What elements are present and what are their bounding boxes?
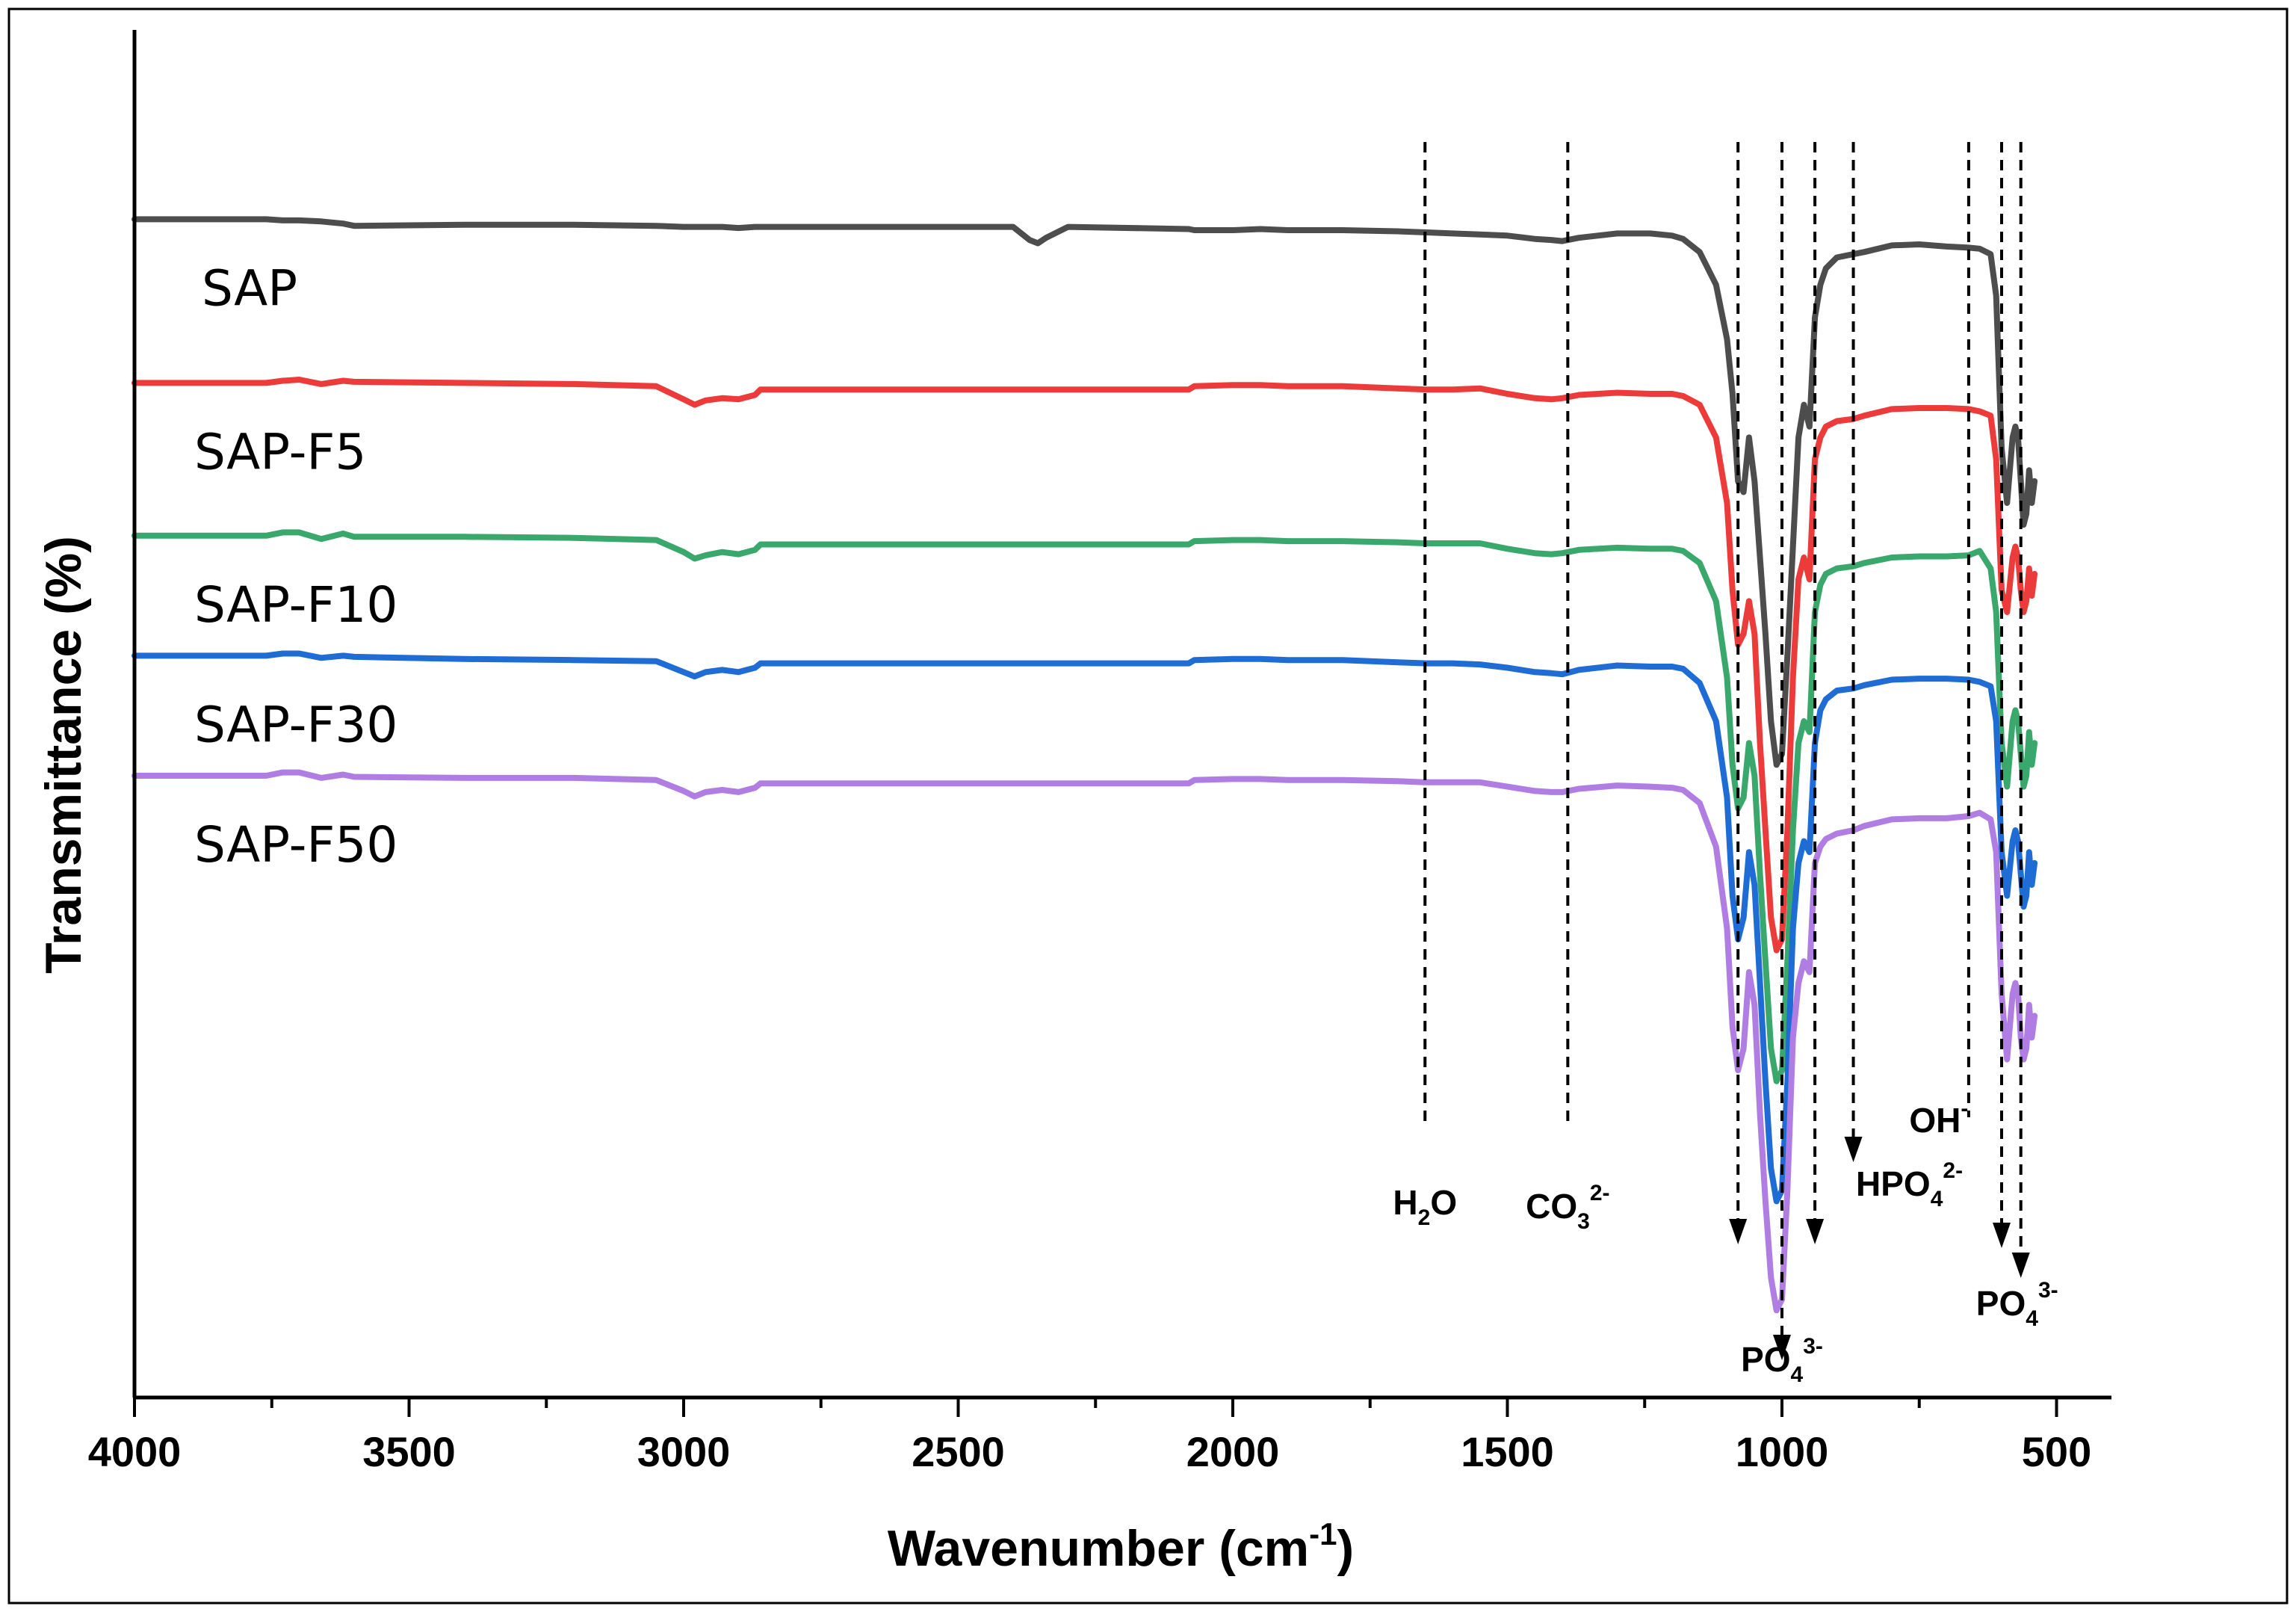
series-line-sap-f5	[131, 377, 2038, 954]
x-tick-label: 1000	[1736, 1428, 1829, 1475]
band-label: PO43-	[1976, 1278, 2058, 1331]
x-axis-title-superscript: -1	[1309, 1516, 1337, 1551]
band-arrow	[1806, 1219, 1825, 1244]
x-tick-label: 500	[2022, 1428, 2091, 1475]
band-arrow	[1729, 1219, 1748, 1244]
band-label: H2O	[1393, 1183, 1457, 1230]
series-label: SAP-F50	[194, 816, 397, 874]
series-label: SAP-F30	[194, 696, 397, 753]
series-label: SAP-F5	[194, 423, 366, 481]
band-label: PO43-	[1741, 1334, 1823, 1387]
x-axis-title: Wavenumber (cm-1)	[888, 1516, 1354, 1577]
band-label: OH-	[1909, 1096, 1968, 1140]
x-tick-label: 1500	[1461, 1428, 1554, 1475]
x-axis-title-text: Wavenumber (cm	[888, 1520, 1309, 1577]
series-label: SAP-F10	[194, 576, 397, 634]
x-tick-label: 2500	[912, 1428, 1005, 1475]
x-axis-title-close: )	[1337, 1520, 1355, 1577]
x-tick-label: 3500	[362, 1428, 456, 1475]
x-tick-label: 4000	[88, 1428, 182, 1475]
series-line-sap-f30	[131, 650, 2038, 1205]
x-tick-label: 3000	[637, 1428, 731, 1475]
series-label: SAP	[202, 259, 297, 317]
y-axis-title: Transmittance (%)	[35, 536, 92, 974]
band-markers: H2O CO32- PO43- HPO42- OH- PO43-	[1393, 142, 2058, 1387]
band-arrow	[1993, 1223, 2011, 1248]
series-line-sap-f50	[131, 769, 2038, 1314]
x-tick-label: 2000	[1186, 1428, 1280, 1475]
axes: 4000 3500 3000 2500 2000 1500 1000 500	[88, 30, 2111, 1475]
series-line-sap-f10	[131, 529, 2038, 1084]
band-label: HPO42-	[1856, 1158, 1963, 1211]
band-arrow	[2011, 1253, 2030, 1278]
series-group	[131, 216, 2038, 1314]
figure-frame	[7, 7, 2289, 1605]
band-arrow	[1773, 1335, 1791, 1360]
band-label: CO32-	[1526, 1181, 1609, 1234]
series-labels: SAP SAP-F5 SAP-F10 SAP-F30 SAP-F50	[194, 259, 397, 874]
series-line-sap	[131, 216, 2038, 768]
band-arrow	[1844, 1137, 1863, 1162]
